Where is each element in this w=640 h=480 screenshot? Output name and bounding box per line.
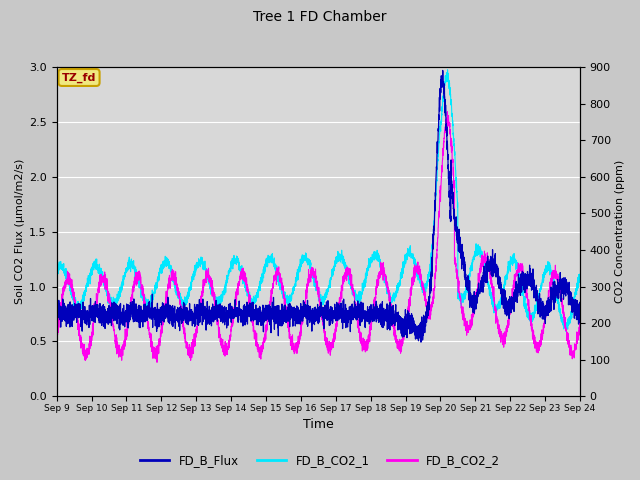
Text: TZ_fd: TZ_fd	[62, 72, 96, 83]
Legend: FD_B_Flux, FD_B_CO2_1, FD_B_CO2_2: FD_B_Flux, FD_B_CO2_1, FD_B_CO2_2	[135, 449, 505, 472]
Y-axis label: Soil CO2 Flux (μmol/m2/s): Soil CO2 Flux (μmol/m2/s)	[15, 159, 25, 304]
Y-axis label: CO2 Concentration (ppm): CO2 Concentration (ppm)	[615, 160, 625, 303]
Text: Tree 1 FD Chamber: Tree 1 FD Chamber	[253, 10, 387, 24]
X-axis label: Time: Time	[303, 419, 333, 432]
